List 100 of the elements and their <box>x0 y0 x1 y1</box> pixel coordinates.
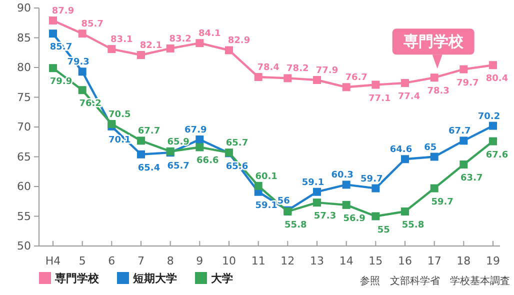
x-tick-label: 13 <box>310 254 324 268</box>
point <box>460 160 468 168</box>
x-tick-label: 7 <box>138 254 144 268</box>
y-tick-label: 55 <box>17 210 31 223</box>
legend-label: 大学 <box>211 272 233 285</box>
point <box>401 207 409 216</box>
point <box>342 83 350 92</box>
point <box>254 73 262 82</box>
x-tick-label: 5 <box>78 254 86 268</box>
legend-label: 専門学校 <box>54 272 100 285</box>
point <box>372 80 380 89</box>
point <box>166 44 174 52</box>
point <box>489 122 497 130</box>
y-tick-label: 60 <box>17 180 31 194</box>
data-label: 56 <box>277 196 290 206</box>
data-label: 78.4 <box>257 63 280 74</box>
y-tick-label: 90 <box>17 2 31 15</box>
y-tick-label: 85 <box>17 31 31 44</box>
point <box>401 155 409 164</box>
point <box>196 143 204 152</box>
data-label: 55.8 <box>284 220 307 230</box>
data-label: 59.1 <box>255 200 278 211</box>
y-tick-label: 70 <box>17 120 31 134</box>
text: 参照 文部科学省 学校基本調査 <box>360 275 510 287</box>
data-label: 67.7 <box>138 126 160 137</box>
point <box>225 46 233 54</box>
data-label: 65.9 <box>167 137 190 148</box>
point <box>460 136 468 145</box>
data-label: 76.7 <box>345 73 368 84</box>
data-label: 60.1 <box>255 172 278 182</box>
data-label: 59.1 <box>302 178 324 188</box>
point <box>254 182 262 190</box>
data-label: 87.9 <box>52 6 74 16</box>
x-tick-label: 9 <box>196 254 204 268</box>
data-label: 60.3 <box>331 170 354 181</box>
data-label: 57.3 <box>314 212 336 222</box>
point <box>313 76 321 84</box>
point <box>137 51 145 60</box>
data-label: 77.1 <box>368 94 391 104</box>
data-label: 77.9 <box>316 66 338 76</box>
x-tick-label: 16 <box>398 254 412 268</box>
data-label: 65.4 <box>138 163 160 174</box>
x-tick-label: 14 <box>339 254 354 268</box>
data-label: 56.9 <box>343 214 366 224</box>
y-tick-label: 80 <box>17 61 31 74</box>
point <box>342 180 350 189</box>
data-label: 67.9 <box>184 125 207 136</box>
point <box>401 78 409 87</box>
data-label: 83.2 <box>169 34 192 44</box>
data-label: 67.7 <box>448 126 471 137</box>
point <box>313 188 321 196</box>
point <box>489 61 497 70</box>
data-label: 59.7 <box>360 174 383 184</box>
data-label: 84.1 <box>198 29 221 40</box>
point <box>49 16 57 24</box>
point <box>430 152 438 161</box>
point <box>137 150 145 158</box>
x-tick-label: 11 <box>251 254 266 268</box>
data-label: 85.7 <box>81 20 104 30</box>
point <box>430 74 438 82</box>
data-label: 65 <box>424 142 437 153</box>
point <box>284 74 292 82</box>
data-label: 70.5 <box>108 110 131 120</box>
y-tick-label: 75 <box>17 90 31 104</box>
x-tick-label: 18 <box>456 254 471 268</box>
data-label: 79.7 <box>456 78 479 88</box>
data-label: 78.2 <box>286 64 309 74</box>
point <box>372 184 380 192</box>
x-tick-label: 15 <box>368 254 383 268</box>
point <box>460 65 468 74</box>
point <box>108 45 116 54</box>
annotation: 専門学校 <box>402 32 464 51</box>
x-tick-label: 19 <box>486 254 500 268</box>
x-tick-label: 12 <box>280 254 295 268</box>
point <box>78 68 86 76</box>
x-tick-label: 6 <box>108 254 116 268</box>
x-tick-label: 17 <box>427 254 442 268</box>
x-tick-label: H4 <box>45 254 61 268</box>
data-label: 80.4 <box>486 74 508 84</box>
data-label: 78.3 <box>427 86 450 97</box>
point <box>137 136 145 145</box>
point <box>489 137 497 146</box>
point <box>78 30 86 38</box>
point <box>196 39 204 48</box>
data-label: 82.1 <box>140 41 162 52</box>
x-tick-label: 8 <box>166 254 174 268</box>
data-label: 64.6 <box>390 145 412 156</box>
data-label: 65.7 <box>167 162 190 172</box>
point <box>78 86 86 94</box>
point <box>430 184 438 192</box>
point <box>372 212 380 220</box>
data-label: 59.7 <box>431 197 454 208</box>
data-label: 70.2 <box>478 112 500 122</box>
data-label: 55.8 <box>402 220 424 230</box>
data-label: 55 <box>377 225 390 236</box>
data-label: 77.4 <box>398 92 420 102</box>
data-label: 63.7 <box>460 173 483 184</box>
point <box>49 64 57 72</box>
x-tick-label: 10 <box>222 254 236 268</box>
point <box>196 135 204 144</box>
